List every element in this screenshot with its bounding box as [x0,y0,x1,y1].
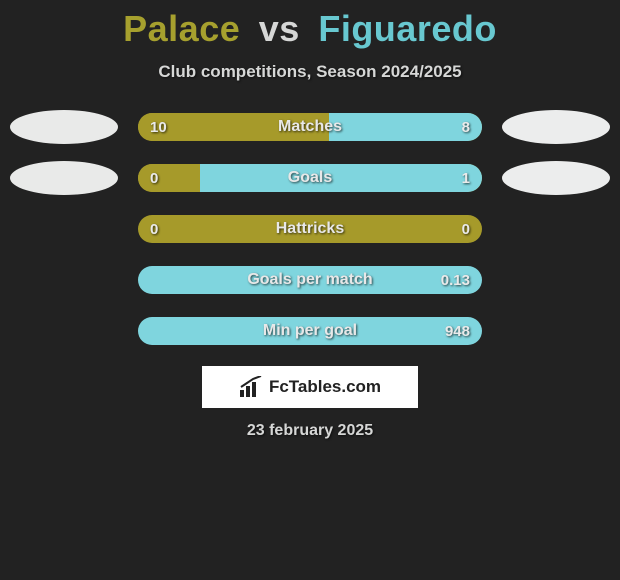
stat-row: 0Goals1 [0,161,620,195]
title: Palace vs Figuaredo [0,8,620,50]
stat-value-right: 0 [462,221,470,238]
stat-value-right: 0.13 [441,272,470,289]
stat-label: Min per goal [138,322,482,340]
stat-value-right: 948 [445,323,470,340]
oval-spacer [502,212,610,246]
stat-row: Min per goal948 [0,314,620,348]
subtitle: Club competitions, Season 2024/2025 [0,62,620,82]
stat-bar: 0Hattricks0 [138,215,482,243]
date-text: 23 february 2025 [0,422,620,440]
stat-label: Hattricks [138,220,482,238]
comparison-card: Palace vs Figuaredo Club competitions, S… [0,0,620,440]
oval-spacer [10,314,118,348]
chart-icon [239,376,263,398]
stat-value-right: 1 [462,170,470,187]
player1-name: Palace [123,8,240,49]
stat-bar: Goals per match0.13 [138,266,482,294]
player2-oval [502,161,610,195]
stat-bar: 0Goals1 [138,164,482,192]
stat-label: Matches [138,118,482,136]
logo-text: FcTables.com [269,377,381,397]
stat-value-right: 8 [462,119,470,136]
player2-name: Figuaredo [318,8,497,49]
player1-oval [10,110,118,144]
stat-bar: 10Matches8 [138,113,482,141]
oval-spacer [502,314,610,348]
stat-row: 10Matches8 [0,110,620,144]
stats-rows: 10Matches80Goals10Hattricks0Goals per ma… [0,110,620,348]
stat-bar: Min per goal948 [138,317,482,345]
stat-label: Goals per match [138,271,482,289]
stat-label: Goals [138,169,482,187]
player2-oval [502,110,610,144]
oval-spacer [10,212,118,246]
oval-spacer [502,263,610,297]
site-logo[interactable]: FcTables.com [202,366,418,408]
player1-oval [10,161,118,195]
stat-row: Goals per match0.13 [0,263,620,297]
vs-text: vs [259,8,300,49]
stat-row: 0Hattricks0 [0,212,620,246]
oval-spacer [10,263,118,297]
